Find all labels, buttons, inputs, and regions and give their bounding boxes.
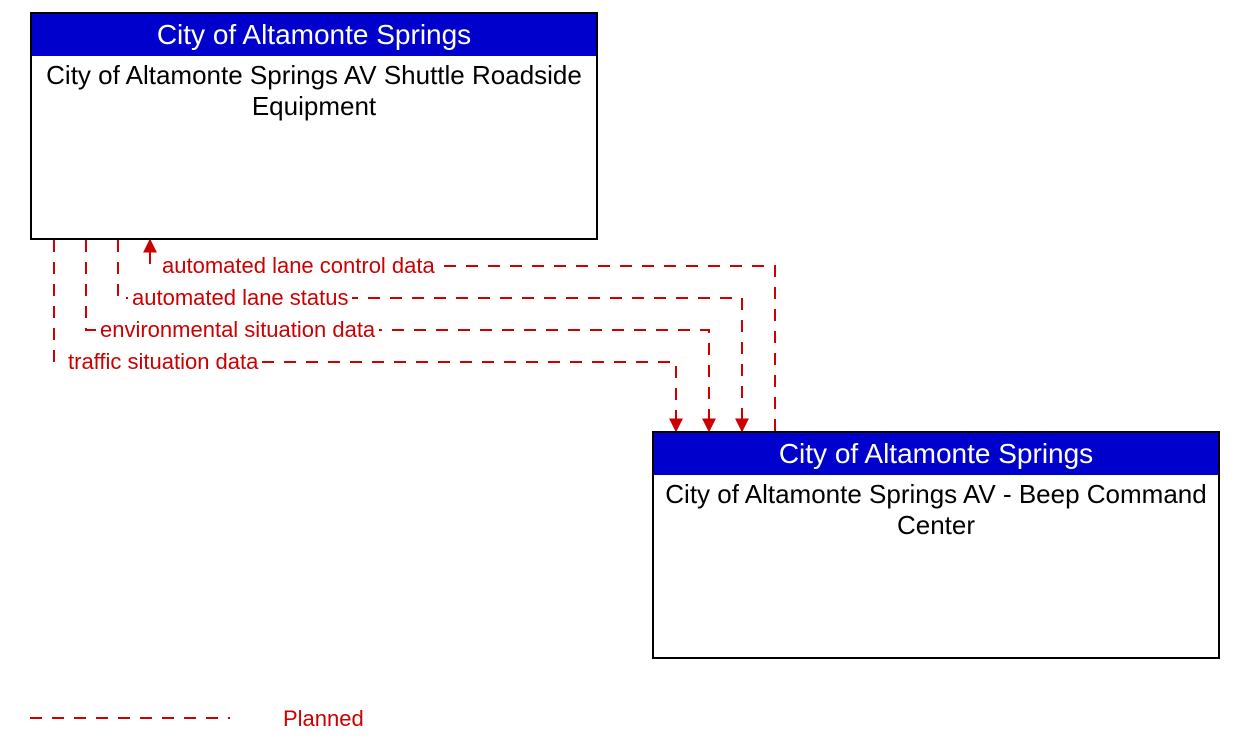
entity-box-header: City of Altamonte Springs <box>32 14 596 56</box>
entity-box-roadside-equipment: City of Altamonte Springs City of Altamo… <box>30 12 598 240</box>
entity-box-command-center: City of Altamonte Springs City of Altamo… <box>652 431 1220 659</box>
entity-box-header: City of Altamonte Springs <box>654 433 1218 475</box>
flow-label-automated-lane-status: automated lane status <box>128 285 352 311</box>
flow-label-automated-lane-control-data: automated lane control data <box>158 253 439 279</box>
flow-label-traffic-situation-data: traffic situation data <box>64 349 262 375</box>
entity-box-body: City of Altamonte Springs AV - Beep Comm… <box>654 475 1218 545</box>
entity-box-body: City of Altamonte Springs AV Shuttle Roa… <box>32 56 596 126</box>
legend-planned-label: Planned <box>283 706 364 732</box>
flow-label-environmental-situation-data: environmental situation data <box>96 317 379 343</box>
